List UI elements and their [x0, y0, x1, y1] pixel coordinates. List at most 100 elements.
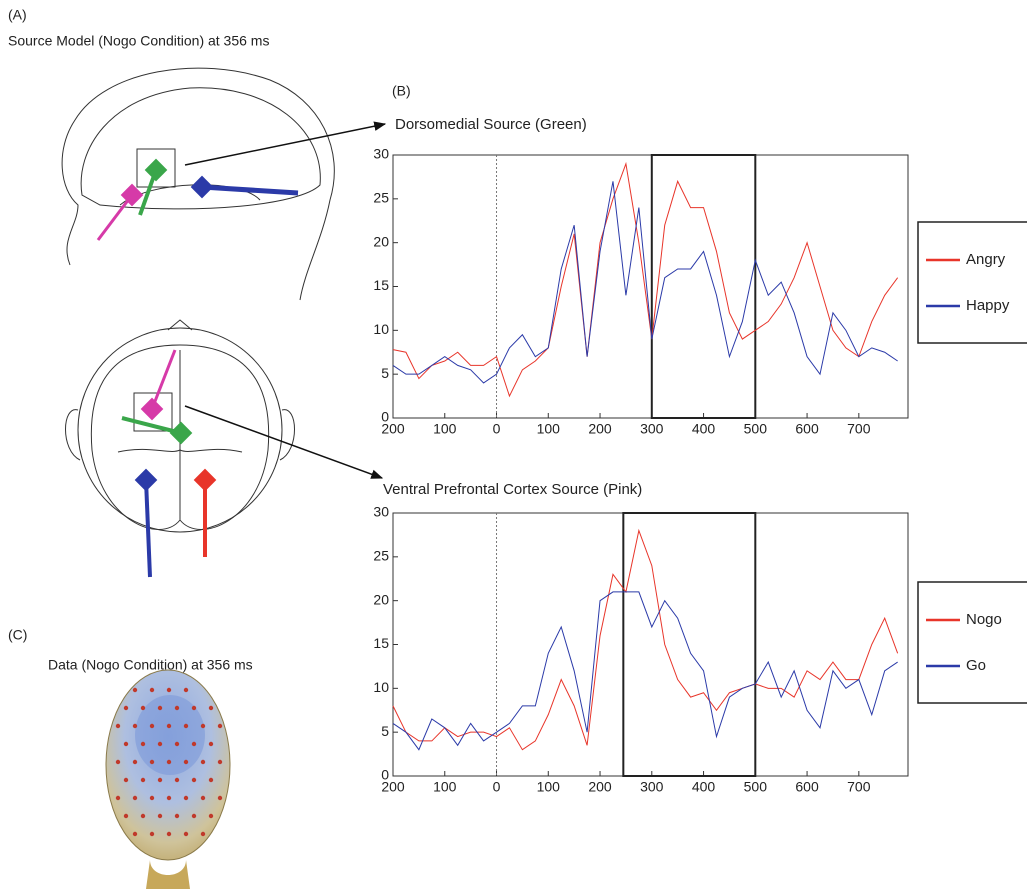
- electrode: [183, 687, 189, 693]
- y-tick-label: 25: [373, 190, 389, 206]
- electrode: [191, 777, 197, 783]
- electrode: [174, 705, 180, 711]
- legend-box: [917, 581, 1027, 704]
- electrode: [200, 723, 206, 729]
- electrode: [166, 831, 172, 837]
- electrode: [174, 777, 180, 783]
- electrode: [157, 777, 163, 783]
- series-line: [392, 528, 899, 751]
- electrode: [217, 759, 223, 765]
- x-tick-label: 0: [493, 779, 501, 795]
- electrode: [208, 777, 214, 783]
- electrode: [149, 723, 155, 729]
- x-tick-label: 700: [847, 779, 871, 795]
- x-tick-label: 100: [433, 779, 457, 795]
- electrode: [166, 687, 172, 693]
- plot-frame: [392, 512, 909, 777]
- electrode: [132, 759, 138, 765]
- electrode: [183, 759, 189, 765]
- electrode: [157, 705, 163, 711]
- x-tick-label: 500: [744, 779, 768, 795]
- electrode: [174, 813, 180, 819]
- electrode: [132, 687, 138, 693]
- electrode: [217, 723, 223, 729]
- electrode: [123, 777, 129, 783]
- electrode: [166, 723, 172, 729]
- electrode: [208, 741, 214, 747]
- x-tick-label: 300: [640, 421, 664, 437]
- chart-title: Dorsomedial Source (Green): [395, 116, 587, 133]
- electrode: [123, 705, 129, 711]
- electrode: [132, 795, 138, 801]
- sagittal-head: [61, 67, 387, 301]
- x-tick-label: 500: [744, 421, 768, 437]
- electrode: [208, 813, 214, 819]
- x-tick-label: 400: [692, 779, 716, 795]
- x-tick-label: 600: [795, 779, 819, 795]
- legend-label: Angry: [966, 251, 1006, 268]
- electrode: [208, 705, 214, 711]
- charts: Dorsomedial Source (Green) 0 5 10 15 20 25 30 20…: [373, 116, 1027, 795]
- electrode: [132, 831, 138, 837]
- electrode: [157, 741, 163, 747]
- electrode: [183, 723, 189, 729]
- x-tick-label: 300: [640, 779, 664, 795]
- time-window: [650, 154, 757, 419]
- legend-label: Go: [966, 657, 986, 674]
- electrode: [183, 795, 189, 801]
- electrode: [191, 741, 197, 747]
- y-tick-label: 0: [381, 767, 389, 783]
- electrode: [132, 723, 138, 729]
- x-tick-label: 700: [847, 421, 871, 437]
- electrode: [191, 813, 197, 819]
- y-tick-label: 20: [373, 233, 389, 249]
- electrode: [140, 741, 146, 747]
- series-line: [392, 161, 899, 398]
- x-tick-label: 600: [795, 421, 819, 437]
- electrode: [140, 813, 146, 819]
- legend-label: Happy: [966, 297, 1010, 314]
- x-tick-label: 400: [692, 421, 716, 437]
- electrode: [115, 795, 121, 801]
- x-tick-label: 200: [381, 421, 405, 437]
- x-tick-label: 100: [537, 421, 561, 437]
- electrode: [123, 741, 129, 747]
- x-tick-label: 200: [381, 779, 405, 795]
- y-tick-label: 5: [381, 365, 389, 381]
- y-tick-label: 15: [373, 277, 389, 293]
- electrode: [123, 813, 129, 819]
- series-line: [392, 181, 898, 384]
- legend-label: Nogo: [966, 611, 1002, 628]
- electrode: [191, 705, 197, 711]
- y-tick-label: 10: [373, 321, 389, 337]
- electrode: [115, 759, 121, 765]
- panel-title: Source Model (Nogo Condition) at 356 ms: [8, 33, 269, 49]
- panel-label: (B): [392, 83, 411, 99]
- electrode: [200, 831, 206, 837]
- panel-label: (A): [8, 7, 27, 23]
- x-tick-label: 0: [493, 421, 501, 437]
- electrode: [149, 795, 155, 801]
- time-window: [622, 512, 757, 777]
- plot-frame: [392, 154, 909, 419]
- electrode: [149, 759, 155, 765]
- x-tick-label: 100: [537, 779, 561, 795]
- x-tick-label: 200: [588, 779, 612, 795]
- y-tick-label: 20: [373, 591, 389, 607]
- electrode: [200, 795, 206, 801]
- y-tick-label: 30: [373, 504, 389, 520]
- y-tick-label: 30: [373, 146, 389, 162]
- y-tick-label: 15: [373, 635, 389, 651]
- axial-head: [65, 319, 384, 578]
- panel-title: Data (Nogo Condition) at 356 ms: [48, 657, 253, 673]
- legend-box: [917, 221, 1027, 344]
- x-tick-label: 100: [433, 421, 457, 437]
- y-tick-label: 0: [381, 409, 389, 425]
- y-tick-label: 25: [373, 548, 389, 564]
- electrode: [149, 831, 155, 837]
- electrode: [140, 777, 146, 783]
- electrode: [183, 831, 189, 837]
- scalp-map: [105, 669, 231, 889]
- y-tick-label: 5: [381, 723, 389, 739]
